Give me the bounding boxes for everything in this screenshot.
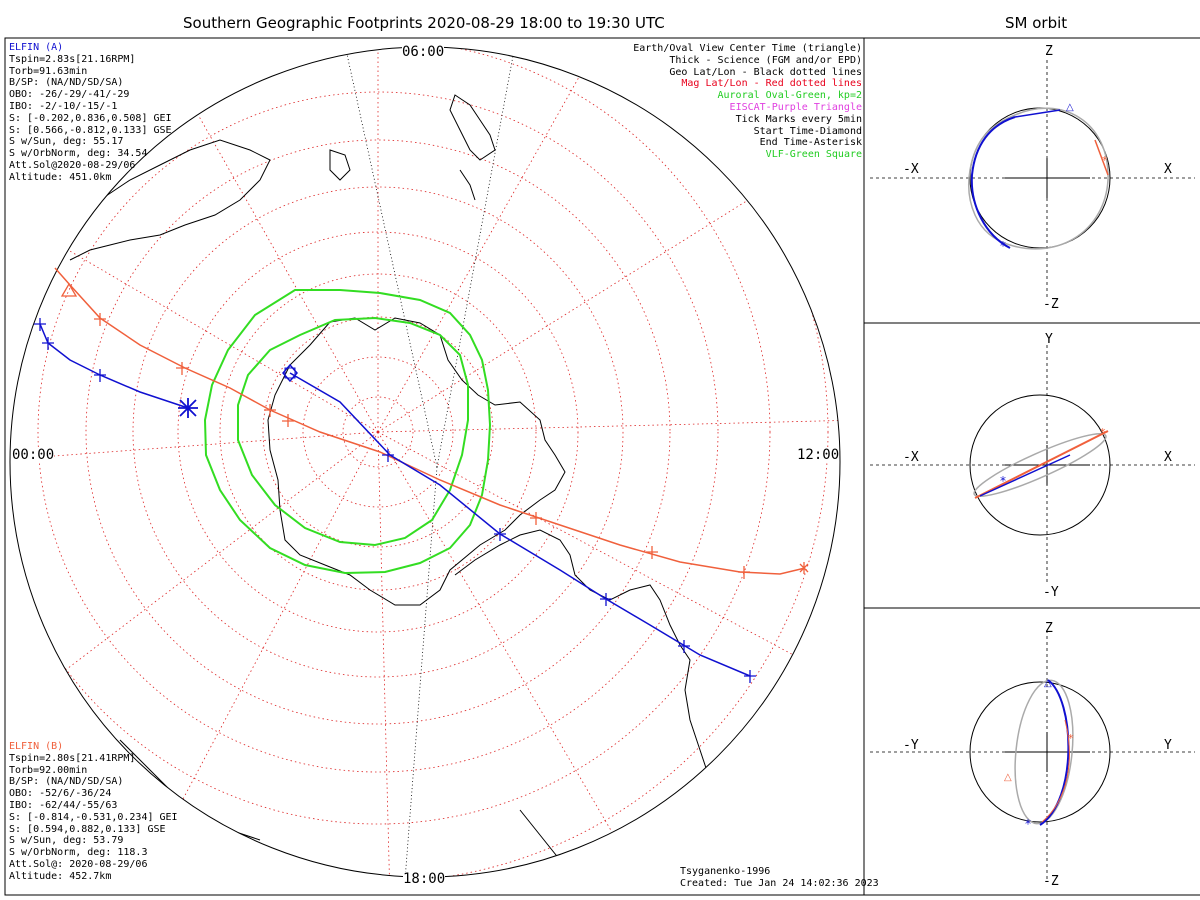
footer: Tsyganenko-1996 Created: Tue Jan 24 14:0…: [680, 866, 879, 890]
elfin-b-line: S: [-0.814,-0.531,0.234] GEI: [9, 811, 178, 823]
panel-2-plot: * *: [870, 345, 1195, 585]
geo-lon-lines: [344, 47, 516, 877]
time-label-bottom: 18:00: [403, 871, 446, 887]
panel-1-top-label: Z: [1045, 44, 1053, 59]
elfin-b-line: S w/Sun, deg: 53.79: [9, 835, 124, 847]
time-label-left: 00:00: [12, 447, 55, 463]
panel-2-top-label: Y: [1045, 332, 1053, 347]
elfin-b-line: Tspin=2.80s[21.41RPM]: [9, 752, 136, 764]
coastlines: [69, 94, 761, 877]
elfin-a-ticks: [34, 318, 756, 683]
panel-3-left-label: -Y: [903, 738, 919, 753]
elfin-b-line: Torb=92.00min: [9, 764, 88, 776]
elfin-a-line: S w/Sun, deg: 55.17: [9, 136, 124, 148]
earth-globe: [10, 47, 840, 877]
elfin-a-start-square: [284, 367, 296, 379]
panel-1-left-label: -X: [903, 162, 919, 177]
svg-text:△: △: [1044, 678, 1052, 689]
svg-text:△: △: [1066, 102, 1074, 113]
svg-text:*: *: [1025, 817, 1031, 831]
auroral-oval-inner: [237, 316, 469, 547]
elfin-a-line: B/SP: (NA/ND/SD/SA): [9, 77, 124, 89]
panel-2-right-label: X: [1164, 450, 1172, 465]
mag-lat-circles: [10, 47, 829, 877]
antarctica-coast: [267, 317, 566, 606]
tasmania-coast: [329, 149, 351, 181]
panel-3-right-label: Y: [1164, 738, 1172, 753]
time-label-top: 06:00: [402, 44, 445, 60]
panel-3-plot: △ * △ *: [870, 630, 1195, 880]
elfin-a-end-asterisk: [178, 398, 198, 418]
time-label-right: 12:00: [797, 447, 840, 463]
legend-item: Auroral Oval-Green, kp=2: [717, 90, 863, 102]
elfin-a-line: S w/OrbNorm, deg: 34.54: [9, 148, 148, 160]
elfin-a-line: S: [-0.202,0.836,0.508] GEI: [9, 112, 172, 124]
panel-1-right-label: X: [1164, 162, 1172, 177]
legend-item: Mag Lat/Lon - Red dotted lines: [681, 78, 862, 90]
legend-item: VLF-Green Square: [765, 149, 862, 161]
panel-2-left-label: -X: [903, 450, 919, 465]
new-zealand-coast: [449, 94, 496, 161]
footer-model: Tsyganenko-1996: [680, 866, 771, 877]
elfin-a-line: OBO: -26/-29/-41/-29: [9, 89, 130, 101]
legend-item: Start Time-Diamond: [753, 125, 862, 137]
new-zealand-south: [459, 169, 476, 201]
elfin-b-line: Att.Sol@: 2020-08-29/06: [9, 858, 148, 870]
footer-created: Created: Tue Jan 24 14:02:36 2023: [680, 878, 879, 889]
sm-orbit-title: SM orbit: [1005, 14, 1068, 32]
svg-text:△: △: [1004, 772, 1012, 783]
svg-text:*: *: [1100, 426, 1106, 439]
elfin-b-line: S: [0.594,0.882,0.133] GSE: [9, 823, 166, 835]
svg-text:*: *: [1102, 154, 1108, 167]
svg-text:*: *: [1000, 474, 1006, 488]
legend-item: Thick - Science (FGM and/or EPD): [669, 54, 862, 66]
elfin-b-line: IBO: -62/44/-55/63: [9, 799, 118, 811]
legend-item: Tick Marks every 5min: [735, 113, 862, 125]
panel-1-bottom-label: -Z: [1043, 297, 1059, 312]
legend-item: EISCAT-Purple Triangle: [729, 101, 862, 113]
elfin-a-header: ELFIN (A): [9, 42, 64, 53]
elfin-b-line: B/SP: (NA/ND/SD/SA): [9, 776, 124, 788]
elfin-a-info: ELFIN (A) Tspin=2.83s[21.16RPM] Torb=91.…: [9, 42, 172, 184]
elfin-b-line: Altitude: 452.7km: [9, 870, 112, 882]
elfin-b-track: [54, 267, 806, 575]
south-america-coast: [454, 529, 761, 871]
elfin-a-track: [39, 323, 751, 677]
elfin-b-header: ELFIN (B): [9, 741, 64, 752]
elfin-b-start-triangle: [60, 282, 78, 297]
legend-item: Geo Lat/Lon - Black dotted lines: [669, 66, 862, 78]
legend-item: Earth/Oval View Center Time (triangle): [633, 43, 862, 54]
auroral-oval: [203, 289, 492, 575]
legend-item: End Time-Asterisk: [759, 137, 862, 149]
africa-coast: [519, 809, 591, 877]
elfin-a-line: Tspin=2.83s[21.16RPM]: [9, 53, 136, 65]
elfin-a-line: IBO: -2/-10/-15/-1: [9, 100, 118, 112]
australia-coast: [69, 139, 271, 261]
panel-2-bottom-label: -Y: [1043, 585, 1059, 600]
panel-3-top-label: Z: [1045, 621, 1053, 636]
elfin-b-ticks: [94, 313, 809, 579]
panel-3-bottom-label: -Z: [1043, 874, 1059, 889]
elfin-a-line: S: [0.566,-0.812,0.133] GSE: [9, 124, 172, 136]
map-title: Southern Geographic Footprints 2020-08-2…: [183, 14, 665, 32]
elfin-a-line: Att.Sol@2020-08-29/06: [9, 159, 136, 171]
elfin-b-line: OBO: -52/6/-36/24: [9, 788, 112, 800]
map-frame: [4, 37, 865, 896]
legend: Earth/Oval View Center Time (triangle) T…: [633, 43, 862, 161]
elfin-b-info: ELFIN (B) Tspin=2.80s[21.41RPM] Torb=92.…: [9, 741, 178, 883]
elfin-b-line: S w/OrbNorm, deg: 118.3: [9, 847, 148, 859]
elfin-a-line: Torb=91.63min: [9, 65, 88, 77]
auroral-oval-outer: [203, 289, 492, 575]
elfin-a-line: Altitude: 451.0km: [9, 171, 112, 183]
svg-text:*: *: [1000, 239, 1006, 253]
svg-text:*: *: [1068, 732, 1074, 745]
panel-1-plot: △ * *: [870, 60, 1195, 300]
